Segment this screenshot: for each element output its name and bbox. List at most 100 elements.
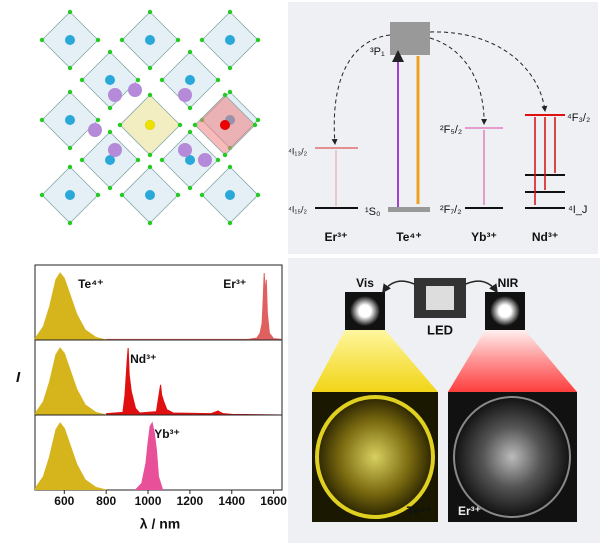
level-label: ⁴F₃/₂ (567, 112, 590, 124)
b-site (145, 190, 155, 200)
anion (175, 37, 181, 43)
spectrum-line (34, 347, 107, 416)
anion (135, 157, 141, 163)
anion (159, 157, 165, 163)
b-site (105, 75, 115, 85)
series-label: Yb³⁺ (154, 427, 180, 441)
anion (199, 192, 205, 198)
level-label: ⁴I₁₃/₂ (288, 146, 308, 156)
anion (255, 192, 261, 198)
anion (227, 65, 233, 71)
arrow (465, 280, 498, 294)
anion (107, 49, 113, 55)
excited-state-box (390, 22, 430, 55)
anion (39, 37, 45, 43)
energy-transfer (429, 37, 488, 125)
light-cone (448, 330, 577, 392)
x-tick-label: 1000 (135, 494, 162, 508)
x-tick-label: 1600 (260, 494, 287, 508)
label: Vis (356, 276, 374, 290)
anion (227, 89, 233, 95)
b-site (65, 35, 75, 45)
spectrum-area (35, 423, 107, 490)
anion (67, 145, 73, 151)
plant (315, 395, 435, 519)
anion (39, 192, 45, 198)
anion (255, 117, 261, 123)
spectrum-area (106, 273, 282, 340)
arrow (382, 280, 415, 294)
label: NIR (498, 276, 519, 290)
energy-diagram: ³P₁ ⁴I₁₃/₂ ⁴I₁₅/₂ ¹S₀ ²F₅/₂ ²F₇/₂ ⁴F₃/₂ … (288, 22, 590, 244)
energy-transfer (429, 31, 548, 112)
anion (67, 89, 73, 95)
anion (227, 9, 233, 15)
series-label: Nd³⁺ (130, 352, 156, 366)
anion (135, 77, 141, 83)
spectrum-area (35, 273, 107, 340)
energy-panel (288, 2, 598, 254)
anion (107, 185, 113, 191)
led-demo: Vis NIR LED Te⁴⁺ Er³⁺ (312, 276, 577, 522)
series-label: Er³⁺ (223, 277, 246, 291)
level (388, 207, 430, 212)
label: LED (427, 322, 453, 337)
anion (95, 117, 101, 123)
b-site (65, 190, 75, 200)
anion (227, 164, 233, 170)
b-site (185, 155, 195, 165)
anion (147, 220, 153, 226)
anion (119, 192, 125, 198)
anion (199, 37, 205, 43)
a-site (198, 153, 212, 167)
x-tick-label: 800 (96, 494, 116, 508)
anion (67, 164, 73, 170)
anion (175, 192, 181, 198)
anion (222, 92, 228, 98)
spectrum-line (34, 272, 107, 341)
level-label: ²F₅/₂ (440, 124, 462, 136)
b-site (185, 75, 195, 85)
b-site (225, 35, 235, 45)
photo-label: Te⁴⁺ (407, 504, 432, 518)
series-label: Te⁴⁺ (78, 277, 103, 291)
b-site (105, 155, 115, 165)
a-site (88, 123, 102, 137)
anion (187, 105, 193, 111)
spectrum-line (106, 347, 283, 416)
anion (177, 122, 183, 128)
anion (227, 220, 233, 226)
dopant (145, 120, 155, 130)
anion (187, 185, 193, 191)
photo-label: Er³⁺ (458, 504, 481, 518)
anion (79, 77, 85, 83)
b-site (65, 115, 75, 125)
anion (222, 152, 228, 158)
energy-transfer (331, 34, 391, 145)
a-site (178, 143, 192, 157)
anion (95, 192, 101, 198)
level-label: ³P₁ (370, 46, 385, 58)
anion (192, 122, 198, 128)
anion (187, 49, 193, 55)
ion-label: Nd³⁺ (532, 230, 558, 244)
a-site (178, 88, 192, 102)
b-site (145, 35, 155, 45)
spectrum-line (34, 422, 107, 491)
anion (159, 77, 165, 83)
level-label: ⁴I_J (568, 204, 587, 216)
light-cone (312, 330, 438, 392)
anion (107, 129, 113, 135)
anion (147, 92, 153, 98)
anion (67, 220, 73, 226)
anion (252, 122, 258, 128)
spectrum-area (135, 423, 163, 490)
anion (215, 77, 221, 83)
spectra-chart: I λ / nm Te⁴⁺ Er³⁺ Nd³⁺ Yb³⁺ 600 800 1000 1200 1… (16, 264, 287, 532)
crystal-structure (39, 9, 261, 226)
a-site (108, 143, 122, 157)
plant (453, 396, 571, 518)
anion (95, 37, 101, 43)
spectrum-line (106, 272, 283, 340)
